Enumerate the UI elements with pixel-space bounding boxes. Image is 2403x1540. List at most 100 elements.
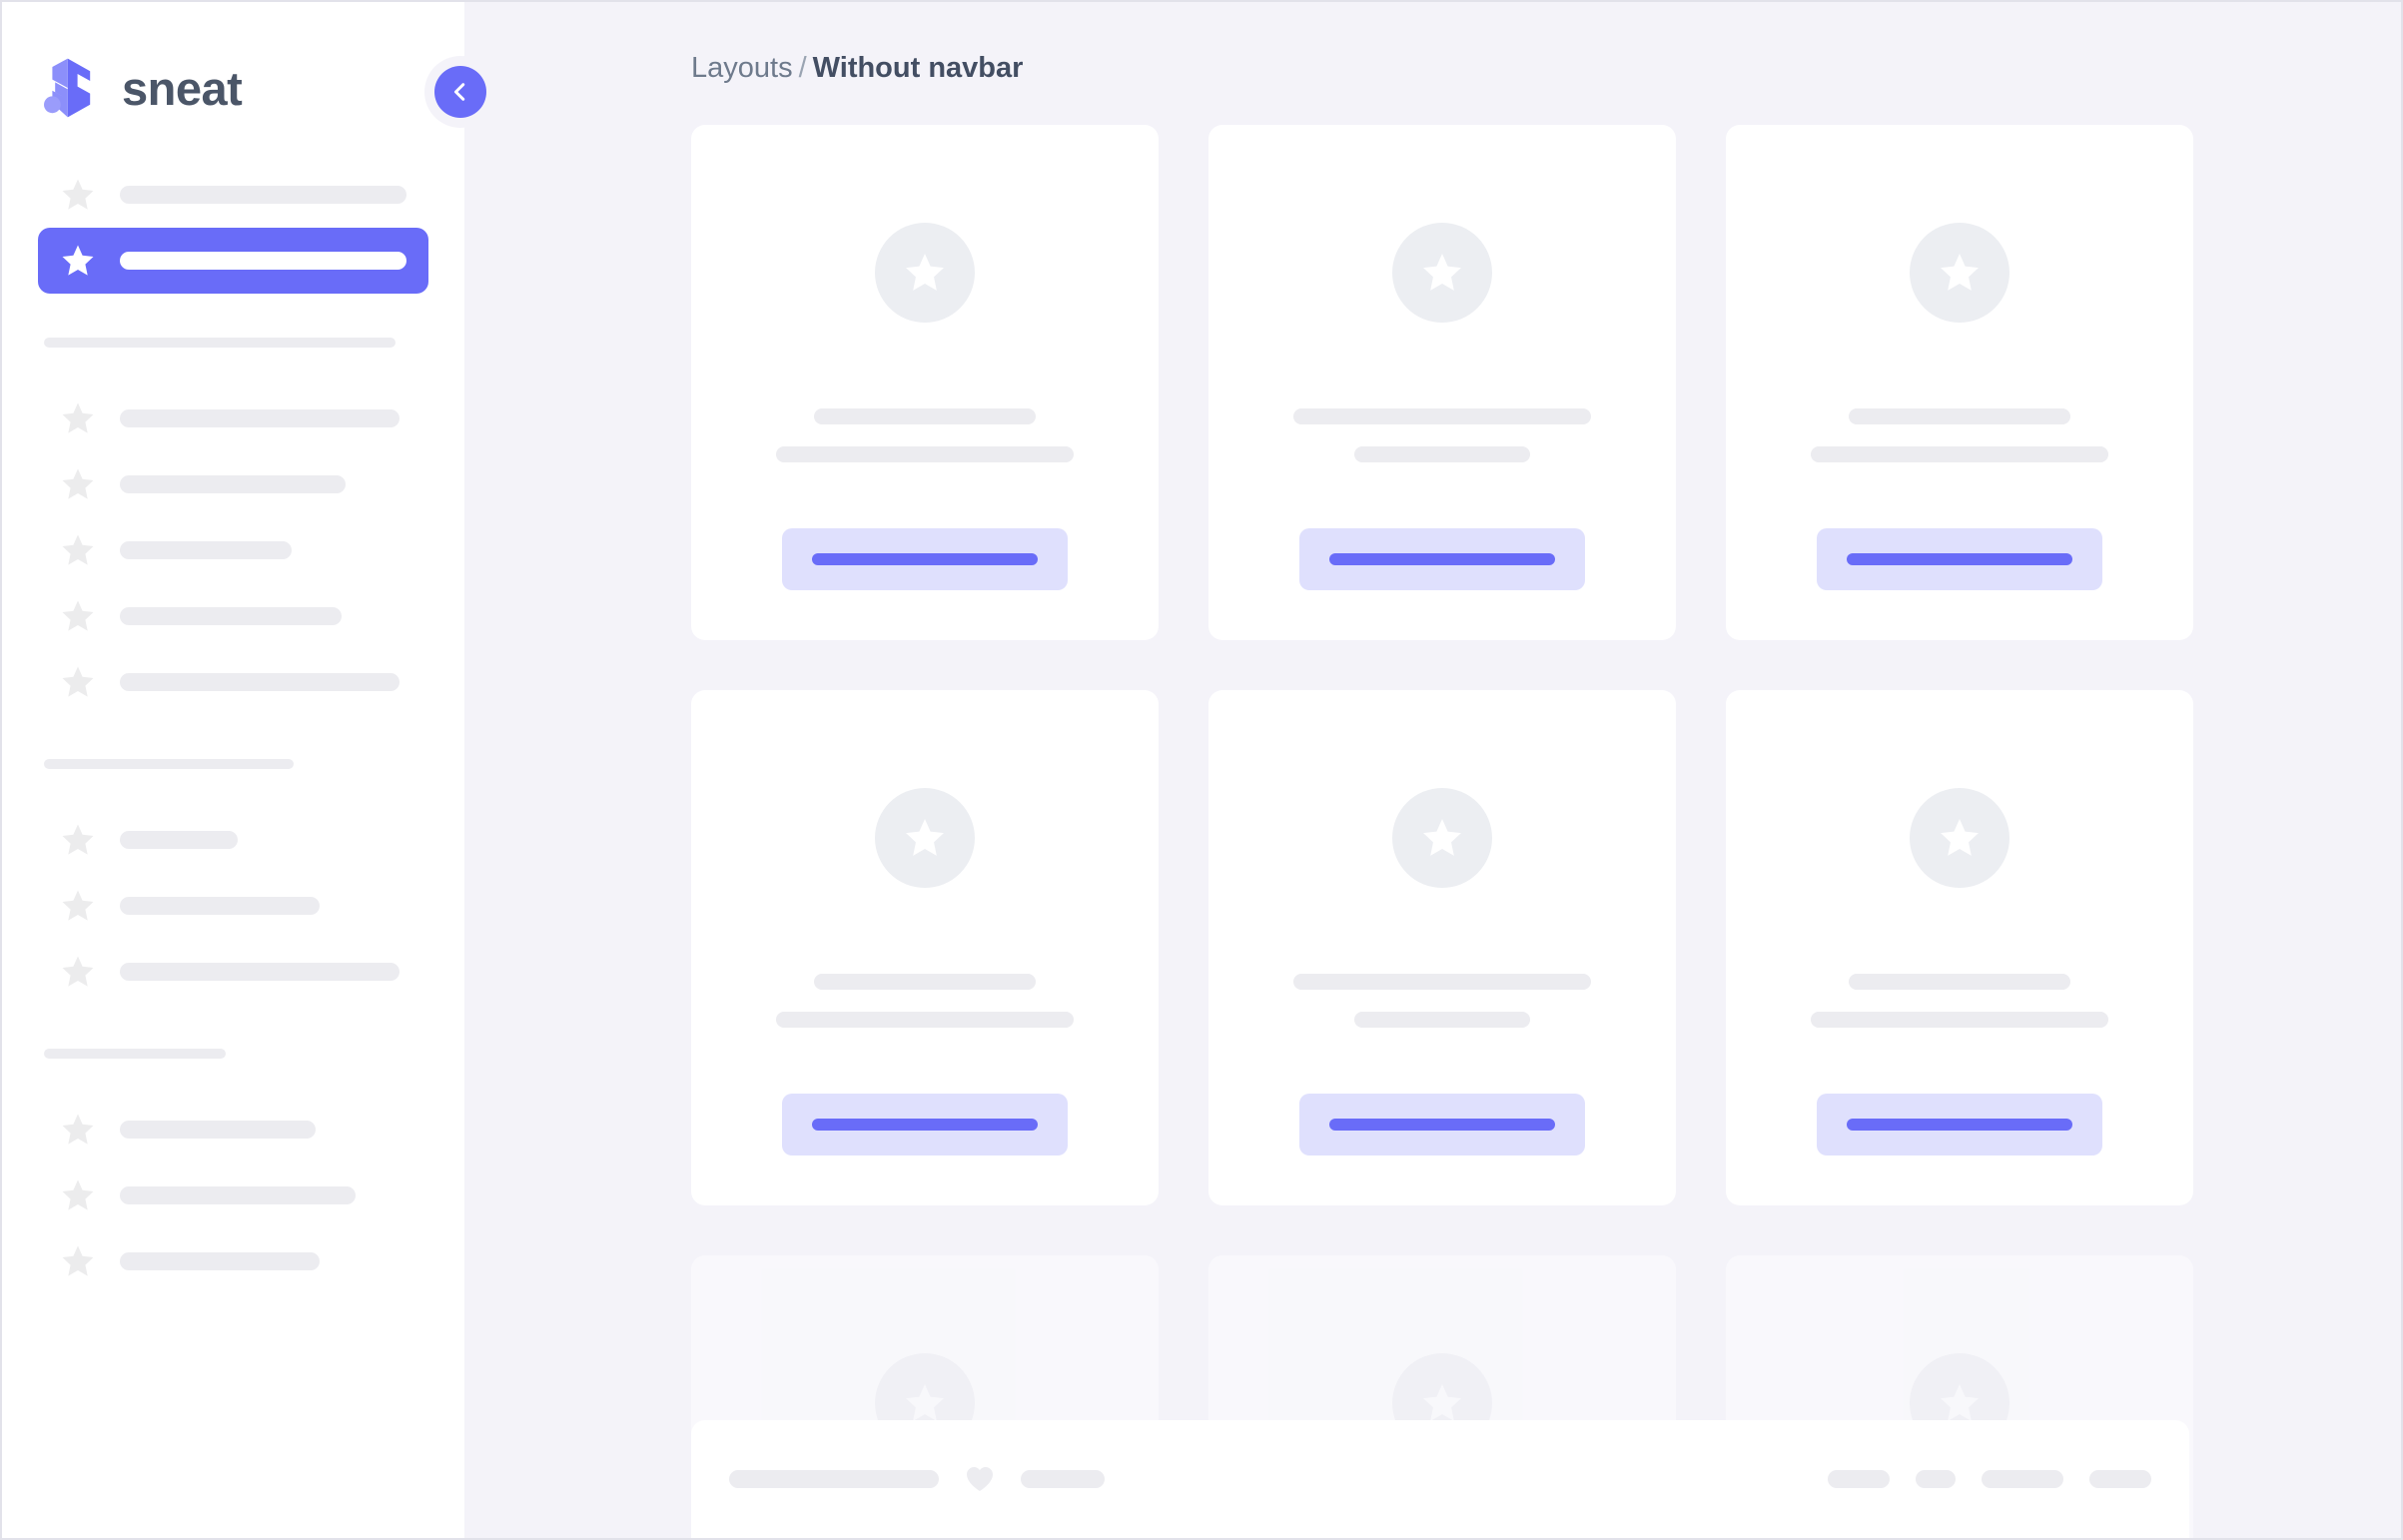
card-text-placeholder [1354, 1012, 1530, 1028]
sidebar-item[interactable] [38, 517, 428, 583]
sidebar-item[interactable] [38, 162, 428, 228]
star-icon [1423, 819, 1461, 856]
card-action-label-placeholder [812, 553, 1038, 565]
star-icon [906, 254, 944, 291]
breadcrumb-current: Without navbar [812, 52, 1024, 84]
sidebar-item-label-placeholder [120, 831, 238, 849]
star-icon [62, 956, 94, 987]
breadcrumb-separator: / [798, 52, 807, 84]
star-icon [62, 468, 94, 499]
sidebar-item-label-placeholder [120, 607, 342, 625]
content-card[interactable] [1208, 125, 1676, 640]
main-content: Layouts / Without navbar [464, 2, 2401, 1538]
star-icon [906, 819, 944, 856]
sidebar-item[interactable] [38, 451, 428, 517]
sidebar-nav [2, 134, 464, 1294]
card-action-button[interactable] [782, 528, 1068, 590]
star-icon [62, 534, 94, 565]
sidebar-item[interactable] [38, 385, 428, 451]
card-action-label-placeholder [1847, 1119, 2072, 1131]
star-icon [62, 402, 94, 433]
sidebar-item-label-placeholder [120, 673, 400, 691]
avatar [875, 223, 975, 323]
sidebar-item[interactable] [38, 649, 428, 715]
card-text-placeholder [814, 974, 1036, 990]
brand[interactable]: sneat [2, 2, 464, 134]
avatar [1910, 788, 2009, 888]
left-footer-link-placeholder[interactable] [729, 1470, 939, 1488]
footer-left-group [729, 1464, 1105, 1494]
card-text-placeholder [1354, 446, 1530, 462]
star-icon [62, 179, 94, 210]
sidebar-item-label-placeholder [120, 252, 406, 270]
content-card[interactable] [691, 125, 1159, 640]
star-icon [1423, 254, 1461, 291]
sidebar-section-divider [44, 1049, 226, 1059]
content-card[interactable] [691, 690, 1159, 1205]
star-icon [62, 1179, 94, 1210]
sidebar-collapse-button[interactable] [424, 56, 496, 128]
sidebar-item-active[interactable] [38, 228, 428, 294]
star-icon [1941, 254, 1979, 291]
right-footer-link-placeholder[interactable] [2089, 1470, 2151, 1488]
card-text-placeholder [1849, 408, 2070, 424]
heart-icon [967, 1467, 993, 1491]
card-text-placeholder [776, 446, 1074, 462]
avatar [1392, 788, 1492, 888]
star-icon [62, 666, 94, 697]
breadcrumb-parent[interactable]: Layouts [691, 52, 793, 84]
sidebar-item-label-placeholder [120, 1121, 316, 1139]
sneat-logo-icon [44, 58, 91, 118]
sidebar-item[interactable] [38, 873, 428, 939]
card-text-placeholder [1293, 408, 1591, 424]
sidebar-item[interactable] [38, 1228, 428, 1294]
right-footer-link-placeholder[interactable] [1916, 1470, 1956, 1488]
card-action-button[interactable] [1299, 1094, 1585, 1155]
sidebar-item[interactable] [38, 807, 428, 873]
sidebar-item-label-placeholder [120, 409, 400, 427]
sidebar-item-label-placeholder [120, 963, 400, 981]
star-icon [62, 824, 94, 855]
card-action-button[interactable] [1817, 528, 2102, 590]
sidebar-item[interactable] [38, 1097, 428, 1162]
brand-name: sneat [122, 61, 243, 115]
content-card[interactable] [1208, 690, 1676, 1205]
sidebar-item-label-placeholder [120, 897, 320, 915]
chevron-left-icon [453, 83, 465, 101]
star-icon [62, 1114, 94, 1145]
avatar [1392, 223, 1492, 323]
sidebar: sneat [2, 2, 496, 1538]
card-text-placeholder [1811, 446, 2108, 462]
sidebar-item[interactable] [38, 1162, 428, 1228]
collapse-button-circle [434, 66, 486, 118]
avatar [875, 788, 975, 888]
card-grid [464, 83, 2193, 1538]
card-action-button[interactable] [1817, 1094, 2102, 1155]
star-icon [1941, 819, 1979, 856]
sidebar-item[interactable] [38, 939, 428, 1005]
card-text-placeholder [1811, 1012, 2108, 1028]
right-footer-link-placeholder[interactable] [1828, 1470, 1890, 1488]
card-action-button[interactable] [1299, 528, 1585, 590]
footer-bar [691, 1420, 2189, 1538]
card-action-label-placeholder [812, 1119, 1038, 1131]
sidebar-item-label-placeholder [120, 1186, 356, 1204]
card-text-placeholder [1293, 974, 1591, 990]
card-action-label-placeholder [1329, 1119, 1555, 1131]
right-footer-link-placeholder[interactable] [1982, 1470, 2063, 1488]
star-icon [62, 245, 94, 276]
card-action-label-placeholder [1847, 553, 2072, 565]
sidebar-item-label-placeholder [120, 475, 346, 493]
content-card[interactable] [1726, 690, 2193, 1205]
content-card[interactable] [1726, 125, 2193, 640]
sidebar-section-divider [44, 338, 396, 348]
card-text-placeholder [776, 1012, 1074, 1028]
card-text-placeholder [1849, 974, 2070, 990]
sidebar-item-label-placeholder [120, 186, 406, 204]
sidebar-section-divider [44, 759, 294, 769]
left-footer-link-placeholder[interactable] [1021, 1470, 1105, 1488]
sidebar-item[interactable] [38, 583, 428, 649]
star-icon [1423, 1384, 1461, 1421]
card-action-button[interactable] [782, 1094, 1068, 1155]
